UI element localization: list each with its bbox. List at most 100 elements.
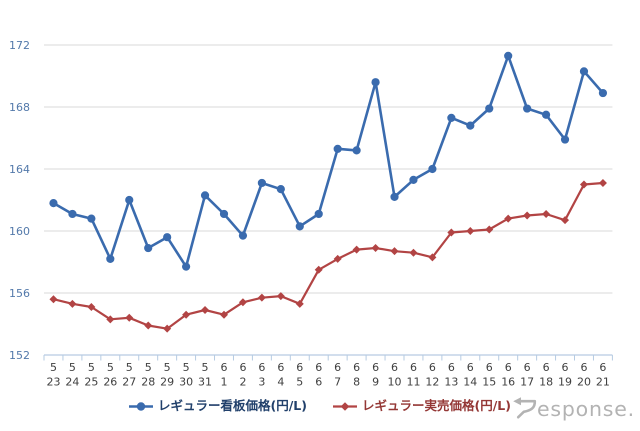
x-axis-month-label: 6 <box>239 361 246 374</box>
data-point-6/21 <box>598 178 607 187</box>
x-axis-day-label: 8 <box>353 376 360 389</box>
data-point-5/27 <box>125 313 134 322</box>
legend-marker-diamond-icon <box>333 401 357 411</box>
y-axis-tick-label: 152 <box>9 349 30 362</box>
response-logo-arrow-icon <box>513 397 537 419</box>
data-point-5/24 <box>68 299 77 308</box>
x-axis-month-label: 6 <box>467 361 474 374</box>
x-axis-month-label: 6 <box>524 361 531 374</box>
x-axis-month-label: 6 <box>429 361 436 374</box>
x-axis-month-label: 6 <box>315 361 322 374</box>
x-axis-day-label: 24 <box>65 376 79 389</box>
data-point-6/5 <box>295 222 304 231</box>
data-point-6/12 <box>428 253 437 262</box>
data-point-6/11 <box>409 248 418 257</box>
x-axis-day-label: 5 <box>296 376 303 389</box>
data-point-6/8 <box>352 245 361 254</box>
data-point-6/6 <box>314 265 323 274</box>
data-point-5/29 <box>163 233 172 242</box>
data-point-6/3 <box>257 178 266 188</box>
data-point-5/24 <box>68 209 77 219</box>
x-axis-day-label: 25 <box>84 376 98 389</box>
data-point-6/17 <box>523 211 532 220</box>
data-point-6/19 <box>561 216 570 225</box>
x-axis-day-label: 27 <box>122 376 136 389</box>
data-point-6/1 <box>219 310 228 319</box>
x-axis-day-label: 1 <box>220 376 227 389</box>
x-axis-day-label: 10 <box>388 376 402 389</box>
data-point-6/5 <box>295 299 304 308</box>
data-point-6/9 <box>371 78 380 87</box>
data-point-6/7 <box>333 144 342 153</box>
data-point-6/20 <box>579 67 589 76</box>
x-axis-month-label: 6 <box>277 361 284 374</box>
x-axis-day-label: 20 <box>577 376 591 389</box>
x-axis-month-label: 5 <box>69 361 76 374</box>
response-watermark: esponse. <box>510 396 635 421</box>
y-axis-tick-label: 164 <box>9 163 30 176</box>
x-axis-month-label: 5 <box>145 361 152 374</box>
x-axis-day-label: 19 <box>558 376 572 389</box>
x-axis-day-label: 9 <box>372 376 379 389</box>
x-axis-day-label: 13 <box>444 376 458 389</box>
series-line-1 <box>52 54 605 269</box>
x-axis-day-label: 15 <box>482 376 496 389</box>
data-point-5/31 <box>201 306 210 315</box>
x-axis-day-label: 17 <box>520 376 534 389</box>
data-point-5/28 <box>144 321 153 330</box>
x-axis-month-label: 6 <box>220 361 227 374</box>
x-axis-day-label: 11 <box>406 376 420 389</box>
x-axis-month-label: 6 <box>599 361 606 374</box>
data-point-6/7 <box>333 254 342 263</box>
y-axis-tick-label: 168 <box>9 101 30 114</box>
data-point-6/13 <box>447 113 456 122</box>
y-axis-tick-label: 160 <box>9 225 30 238</box>
legend-label-jitsubai-price: レギュラー実売価格(円/L) <box>362 398 511 413</box>
data-point-6/16 <box>504 214 513 223</box>
data-point-6/18 <box>541 110 551 119</box>
data-point-6/14 <box>466 121 475 130</box>
data-point-5/31 <box>200 191 210 200</box>
x-axis-day-label: 23 <box>46 376 60 389</box>
data-point-6/14 <box>466 227 475 235</box>
x-axis-month-label: 6 <box>391 361 398 374</box>
x-axis-month-label: 6 <box>410 361 417 374</box>
x-axis-month-label: 5 <box>202 361 209 374</box>
x-axis-month-label: 5 <box>88 361 95 374</box>
x-axis-day-label: 31 <box>198 376 212 389</box>
x-axis-month-label: 6 <box>258 361 265 374</box>
x-axis-month-label: 6 <box>334 361 341 374</box>
x-axis-day-label: 7 <box>334 376 341 389</box>
data-point-6/19 <box>560 135 570 144</box>
response-logo-text: esponse. <box>536 396 635 421</box>
data-point-6/18 <box>542 209 551 218</box>
data-point-5/25 <box>87 302 96 311</box>
data-point-6/2 <box>238 298 247 307</box>
data-point-6/2 <box>238 231 248 240</box>
x-axis-month-label: 6 <box>562 361 569 374</box>
data-point-5/29 <box>163 324 172 333</box>
data-point-6/11 <box>409 175 418 184</box>
data-point-5/27 <box>125 195 134 205</box>
data-point-5/30 <box>182 310 191 319</box>
x-axis-month-label: 5 <box>126 361 133 374</box>
data-point-6/16 <box>504 51 513 60</box>
legend-item-kanban-price: レギュラー看板価格(円/L) <box>129 399 307 413</box>
data-point-6/20 <box>579 180 588 189</box>
x-axis-day-label: 2 <box>239 376 246 389</box>
x-axis-day-label: 3 <box>258 376 265 389</box>
line-chart-plot-area: 1521561601641681725235245255265275285295… <box>9 39 613 389</box>
legend-item-jitsubai-price: レギュラー実売価格(円/L) <box>333 398 511 413</box>
data-point-6/3 <box>257 293 266 302</box>
data-point-5/28 <box>144 243 153 253</box>
data-point-6/4 <box>276 292 285 301</box>
x-axis-month-label: 5 <box>50 361 57 374</box>
x-axis-day-label: 30 <box>179 376 193 389</box>
data-point-5/30 <box>182 262 191 271</box>
data-point-6/1 <box>219 209 229 219</box>
x-axis-day-label: 14 <box>463 376 477 389</box>
y-axis-tick-label: 156 <box>9 287 30 300</box>
x-axis-month-label: 5 <box>107 361 114 374</box>
data-point-6/10 <box>390 192 399 201</box>
